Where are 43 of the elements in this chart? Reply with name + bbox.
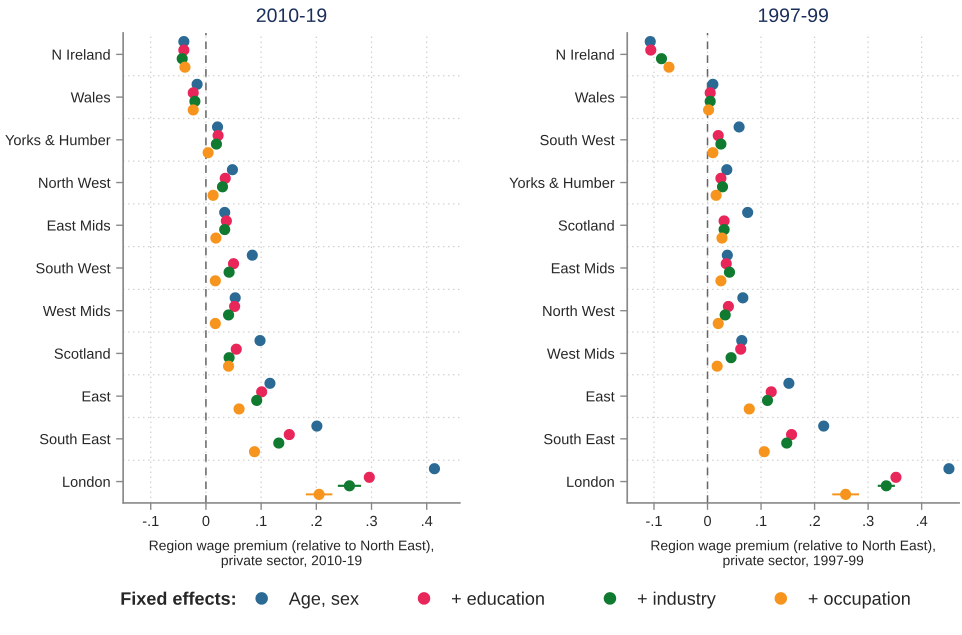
y-tick-label: Yorks & Humber [5,134,110,146]
x-tick-label: -.1 [646,516,662,526]
y-tick-label: Scotland [558,220,614,231]
legend-title: Fixed effects: [121,592,235,605]
y-tick-label: North West [543,305,615,316]
x-tick-label: .4 [422,516,432,526]
y-tick-label: East [586,391,615,402]
y-tick-label: East Mids [48,220,110,231]
y-tick-label: South East [544,434,615,444]
y-tick-label: London [63,476,110,487]
y-tick-label: West Mids [42,305,110,316]
y-tick-label: South East [40,434,111,444]
y-tick-label: N Ireland [52,49,110,60]
x-tick-label: .3 [366,516,377,526]
x-tick-label: -.1 [142,516,159,526]
legend-label: + occupation [808,592,910,608]
y-tick-label: South West [36,262,111,274]
y-tick-label: London [567,476,614,487]
x-axis-title: Region wage premium (relative to North East), private sector, 2010-19 [150,540,434,568]
x-axis-title: Region wage premium (relative to North East), private sector, 1997-99 [652,540,935,568]
x-tick-label: .2 [312,516,322,526]
y-tick-label: East Mids [552,262,614,274]
y-tick-label: South West [540,134,615,146]
y-tick-label: North West [39,177,111,188]
x-tick-label: 0 [704,516,712,526]
legend-label: + industry [638,592,716,608]
legend-label: + education [452,592,544,605]
x-tick-label: 0 [202,516,210,526]
x-tick-label: .3 [863,516,874,526]
y-tick-label: Yorks & Humber [509,177,614,188]
y-tick-label: Scotland [54,348,110,359]
chart-title: 2010-19 [256,8,326,22]
x-tick-label: .4 [916,516,928,526]
y-tick-label: East [82,391,111,402]
y-tick-label: Wales [70,92,110,103]
x-tick-label: .1 [256,516,266,526]
x-tick-label: .2 [810,516,820,526]
y-tick-label: Wales [574,92,614,103]
y-tick-label: West Mids [546,348,614,359]
y-tick-label: N Ireland [556,49,614,60]
x-tick-label: .1 [756,516,766,526]
chart-title: 1997-99 [758,8,828,22]
legend-label: Age, sex [288,592,359,608]
